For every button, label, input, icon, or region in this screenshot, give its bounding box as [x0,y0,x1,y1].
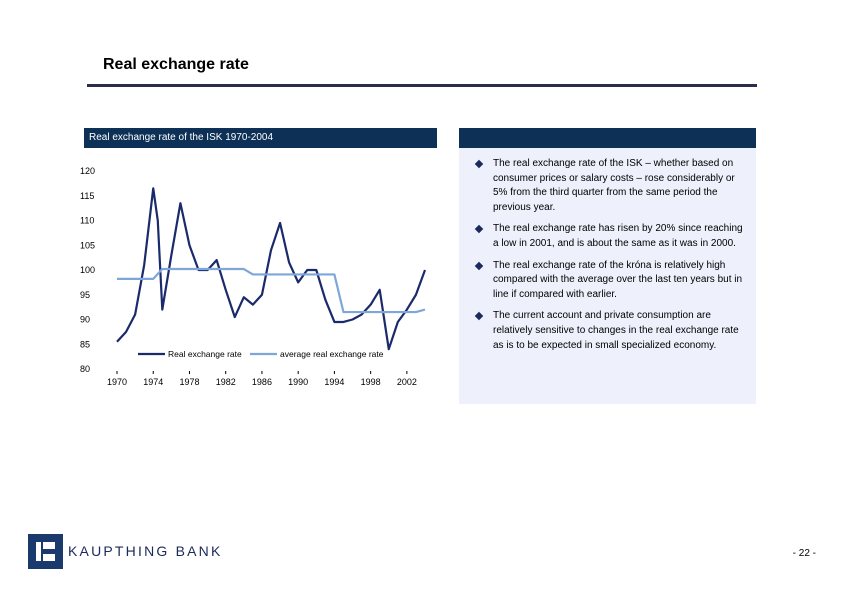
y-tick-label: 80 [80,364,90,374]
real-exchange-rate-line [116,187,427,351]
bullet-text: The current account and private consumpt… [493,310,739,351]
x-tick-label: 1998 [361,377,381,387]
title-divider [87,84,757,87]
brand-name: KAUPTHING BANK [68,543,223,559]
bullet-text: The real exchange rate has risen by 20% … [493,223,743,249]
bullet-item: The real exchange rate has risen by 20% … [473,222,743,251]
y-tick-label: 90 [80,315,90,325]
diamond-bullet-icon [474,159,484,169]
x-tick-label: 1978 [179,377,199,387]
y-tick-label: 105 [80,240,95,250]
legend-label: average real exchange rate [280,349,384,359]
kaupthing-logo-icon [28,534,63,569]
average-exchange-rate-line [117,267,426,314]
y-tick-label: 120 [80,166,95,176]
y-tick-label: 115 [80,191,94,201]
chart-panel-header: Real exchange rate of the ISK 1970-2004 [84,128,437,148]
x-tick-label: 2002 [397,377,417,387]
x-tick-label: 1974 [143,377,163,387]
text-panel: The real exchange rate of the ISK – whet… [459,148,756,404]
bullet-text: The real exchange rate of the ISK – whet… [493,158,735,213]
x-tick-label: 1986 [252,377,272,387]
y-tick-label: 110 [80,216,94,226]
x-tick-label: 1982 [216,377,236,387]
chart-panel-header-text: Real exchange rate of the ISK 1970-2004 [89,132,274,143]
diamond-bullet-icon [474,312,484,321]
x-tick-label: 1970 [107,377,127,387]
x-tick-label: 1994 [324,377,344,387]
y-tick-label: 100 [80,265,95,275]
page-title: Real exchange rate [103,56,249,73]
y-tick-label: 85 [80,339,90,349]
x-tick-label: 1990 [288,377,308,387]
y-tick-label: 95 [80,290,90,300]
bullet-item: The real exchange rate of the ISK – whet… [473,157,743,215]
diamond-bullet-icon [474,261,484,270]
text-panel-header [459,128,756,148]
bullet-item: The current account and private consumpt… [473,309,743,353]
bullet-item: The real exchange rate of the króna is r… [473,259,743,303]
page-number: - 22 - [792,548,816,559]
legend-label: Real exchange rate [168,349,242,359]
bullet-list: The real exchange rate of the ISK – whet… [473,157,743,360]
diamond-bullet-icon [474,225,484,234]
bullet-text: The real exchange rate of the króna is r… [493,259,743,300]
